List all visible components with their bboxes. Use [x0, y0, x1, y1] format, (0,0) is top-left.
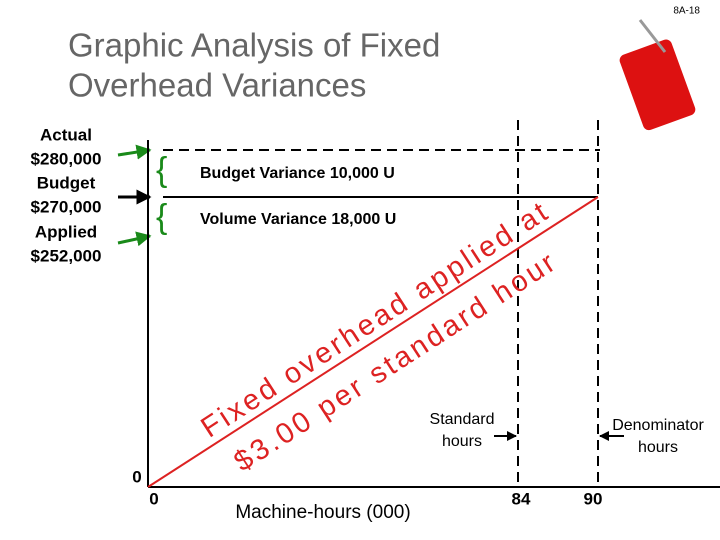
svg-text:{: {: [156, 151, 167, 189]
marker-label: Denominator: [612, 417, 704, 434]
legend-amount: $252,000: [31, 246, 102, 265]
variances: Budget Variance 10,000 U Volume Variance…: [200, 165, 396, 228]
x-tick-label: 84: [512, 489, 531, 508]
axis-labels: 0 0 84 90 Machine-hours (000): [132, 467, 602, 523]
variance-label: Budget Variance 10,000 U: [200, 165, 395, 182]
legend-label: Budget: [37, 173, 96, 192]
marker-label: hours: [638, 439, 678, 456]
legend-amount: $280,000: [31, 149, 102, 168]
title: Graphic Analysis of Fixed Overhead Varia…: [68, 27, 440, 104]
legend-label: Actual: [40, 125, 92, 144]
marker-label: Standard: [430, 411, 495, 428]
rate-line: $3.00 per standard hour: [229, 245, 564, 478]
svg-text:{: {: [156, 198, 167, 236]
arrows: [117, 144, 152, 247]
markers: Standard hours Denominator hours: [430, 411, 705, 456]
applied-line: [147, 196, 599, 488]
legend-amount: $270,000: [31, 197, 102, 216]
page-number: 8A-18: [673, 6, 700, 17]
title-line: Graphic Analysis of Fixed: [68, 27, 440, 64]
title-line: Overhead Variances: [68, 67, 366, 104]
x-tick-label: 90: [584, 489, 603, 508]
legend: Actual $280,000 Budget $270,000 Applied …: [31, 125, 102, 265]
braces: {{: [156, 151, 167, 236]
guides: [147, 120, 720, 488]
x-axis-label: Machine-hours (000): [235, 502, 410, 523]
can-icon: [619, 19, 696, 131]
legend-label: Applied: [35, 222, 97, 241]
rate-line: Fixed overhead applied at: [196, 195, 556, 444]
y-origin: 0: [132, 467, 141, 486]
marker-label: hours: [442, 433, 482, 450]
x-origin: 0: [149, 489, 158, 508]
variance-label: Volume Variance 18,000 U: [200, 211, 396, 228]
